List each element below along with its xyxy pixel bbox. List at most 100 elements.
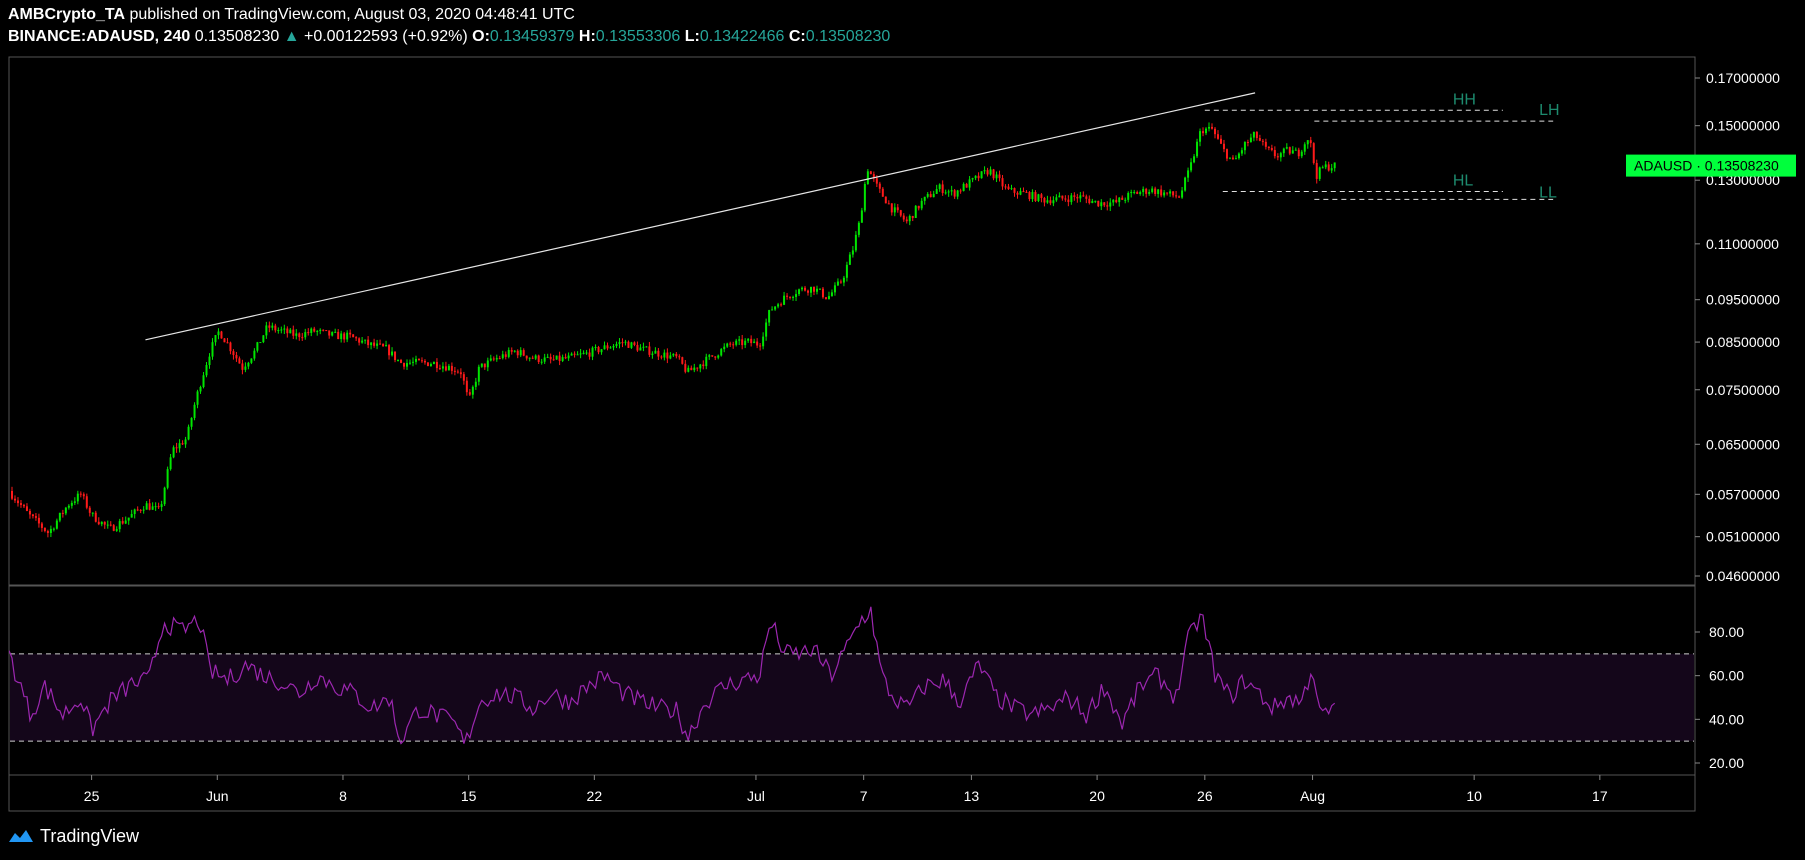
candle <box>394 351 397 363</box>
candle-body <box>265 325 268 336</box>
candle-body <box>397 359 400 361</box>
price-tick-label: 0.17000000 <box>1706 70 1780 86</box>
candle <box>151 502 154 510</box>
candle <box>597 345 600 355</box>
candle <box>624 339 627 346</box>
price-tick-label: 0.07500000 <box>1706 382 1780 398</box>
candle <box>513 350 516 353</box>
candle <box>145 500 148 510</box>
candle-body <box>217 331 220 336</box>
candle <box>262 334 265 344</box>
close-label: C: <box>788 28 806 45</box>
candle <box>28 508 31 519</box>
candle-body <box>914 205 917 218</box>
candle-body <box>546 356 549 358</box>
candle <box>1318 166 1321 181</box>
candle-body <box>370 342 373 346</box>
candle-body <box>1004 186 1007 188</box>
publisher-name[interactable]: AMBCrypto_TA <box>8 6 126 23</box>
candle-body <box>905 219 908 222</box>
candle-body <box>70 502 73 506</box>
candle <box>181 440 184 445</box>
candle <box>1213 127 1216 139</box>
candle <box>79 491 82 498</box>
candle-body <box>968 179 971 188</box>
candle-body <box>651 353 654 355</box>
candle <box>441 362 444 373</box>
candle-body <box>875 178 878 184</box>
price-pane[interactable] <box>8 56 1696 586</box>
candle <box>878 181 881 193</box>
candle <box>902 213 905 222</box>
candle-body <box>286 328 289 334</box>
candle <box>1064 195 1067 202</box>
candle <box>738 335 741 346</box>
candle <box>953 188 956 199</box>
candle <box>13 495 16 503</box>
candle <box>510 347 513 355</box>
time-tick-label: 25 <box>84 788 100 804</box>
candle <box>450 362 453 375</box>
candle-body <box>145 503 148 510</box>
candle <box>699 363 702 373</box>
candle <box>34 512 37 521</box>
candle-body <box>624 341 627 343</box>
candle-body <box>1312 143 1315 163</box>
candle-body <box>1121 197 1124 200</box>
candle <box>61 509 64 518</box>
candle-body <box>1028 192 1031 200</box>
level-label-hl: HL <box>1453 173 1474 190</box>
candle <box>908 214 911 226</box>
candle <box>836 278 839 287</box>
candle <box>830 289 833 297</box>
candle-body <box>866 171 869 185</box>
candle <box>1187 167 1190 182</box>
candle-body <box>184 439 187 445</box>
candle-body <box>73 501 76 503</box>
candle <box>959 188 962 194</box>
candle-body <box>738 339 741 341</box>
candle <box>373 338 376 348</box>
candle-body <box>501 354 504 359</box>
candle-body <box>684 363 687 372</box>
candle <box>1076 193 1079 203</box>
candle <box>67 504 70 510</box>
candle-body <box>163 487 166 505</box>
candle-body <box>801 287 804 290</box>
candle <box>1258 134 1261 142</box>
candle <box>821 286 824 299</box>
tradingview-brand[interactable]: TradingView <box>40 825 140 846</box>
candle <box>271 322 274 331</box>
candle-body <box>735 340 738 345</box>
symbol-label[interactable]: BINANCE:ADAUSD, 240 <box>8 28 191 45</box>
candle-body <box>573 353 576 355</box>
candle-body <box>1166 192 1169 194</box>
candle-body <box>1205 128 1208 134</box>
candle-body <box>732 344 735 346</box>
candle-body <box>453 370 456 372</box>
candle <box>70 500 73 509</box>
candle <box>651 351 654 359</box>
candle-body <box>268 325 271 328</box>
candle <box>1073 192 1076 201</box>
candle-body <box>495 358 498 360</box>
candle-body <box>1222 143 1225 150</box>
candle <box>1007 183 1010 190</box>
candle-body <box>833 285 836 293</box>
candle <box>112 524 115 532</box>
candle-body <box>1213 128 1216 135</box>
candle-body <box>489 358 492 361</box>
candle-body <box>259 342 262 344</box>
price-tick-label: 0.05100000 <box>1706 529 1780 545</box>
candle-body <box>34 516 37 518</box>
candle <box>1091 198 1094 204</box>
candle <box>1172 191 1175 198</box>
candle <box>848 252 851 265</box>
time-tick-label: 17 <box>1592 788 1608 804</box>
candle-body <box>534 355 537 359</box>
candle-body <box>304 332 307 338</box>
candle <box>199 385 202 394</box>
candle-body <box>139 509 142 511</box>
candle <box>447 363 450 371</box>
